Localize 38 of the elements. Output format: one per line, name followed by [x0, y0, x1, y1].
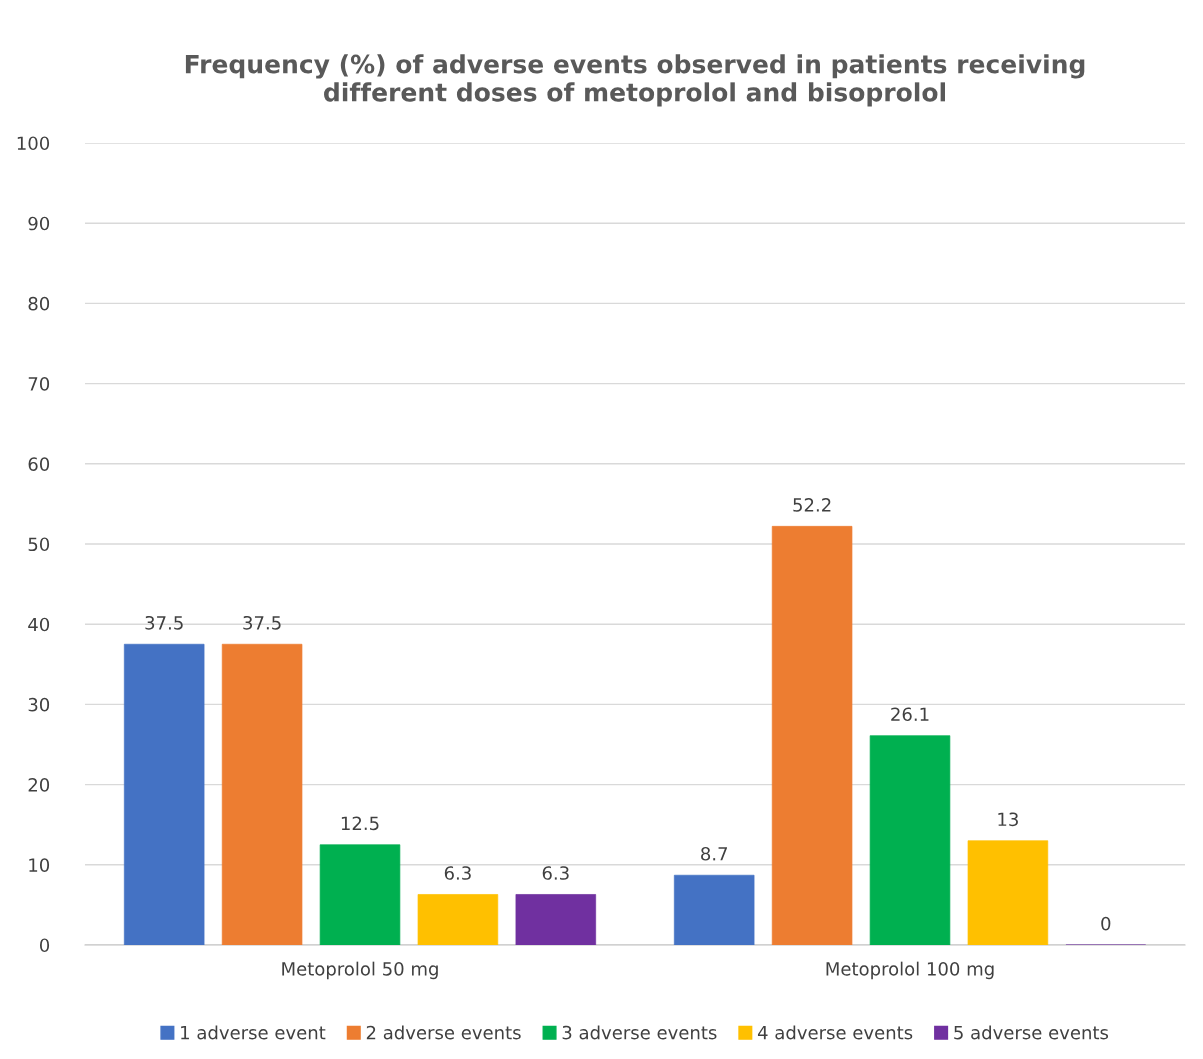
y-tick-label: 100 [17, 136, 50, 151]
bar [221, 643, 303, 945]
bar [319, 844, 401, 945]
x-tick-label: Metoprolol 100 mg [826, 961, 994, 980]
y-tick-label: 60 [28, 457, 50, 471]
data-label: 6.3 [542, 866, 569, 880]
bar [123, 643, 205, 945]
bar [869, 735, 951, 945]
data-label: 6.3 [444, 866, 471, 880]
data-label: 0 [1101, 916, 1111, 931]
bar [515, 894, 597, 945]
data-label: 12.5 [341, 816, 379, 831]
y-tick-label: 80 [28, 296, 50, 311]
y-tick-label: 10 [29, 858, 50, 872]
y-tick-label: 90 [28, 216, 50, 231]
y-tick-label: 30 [28, 697, 50, 712]
data-label: 13 [998, 812, 1018, 827]
legend-label: 1 adverse event [181, 1025, 326, 1040]
legend-label: 5 adverse events [954, 1025, 1109, 1040]
data-label: 26.1 [891, 707, 929, 722]
data-label: 37.5 [243, 615, 281, 630]
legend-label: 2 adverse events [366, 1025, 521, 1040]
data-label: 52.2 [793, 498, 831, 512]
bar [771, 526, 853, 945]
y-tick-label: 20 [28, 778, 50, 792]
chart-title: Frequency (%) of adverse events observed in patients receiving different doses of metoprolol and bisoprolol [185, 54, 1085, 107]
data-label: 37.5 [145, 615, 183, 630]
data-label: 8.7 [701, 846, 728, 861]
bar [417, 894, 499, 945]
legend-label: 3 adverse events [562, 1025, 717, 1040]
x-tick-label: Metoprolol 50 mg [282, 961, 438, 980]
legend-label: 4 adverse events [757, 1025, 913, 1040]
y-tick-label: 40 [28, 617, 50, 632]
bar [967, 840, 1049, 945]
y-tick-label: 0 [39, 938, 50, 953]
y-tick-label: 50 [28, 537, 50, 552]
y-tick-label: 70 [28, 377, 50, 391]
bar [673, 874, 755, 945]
